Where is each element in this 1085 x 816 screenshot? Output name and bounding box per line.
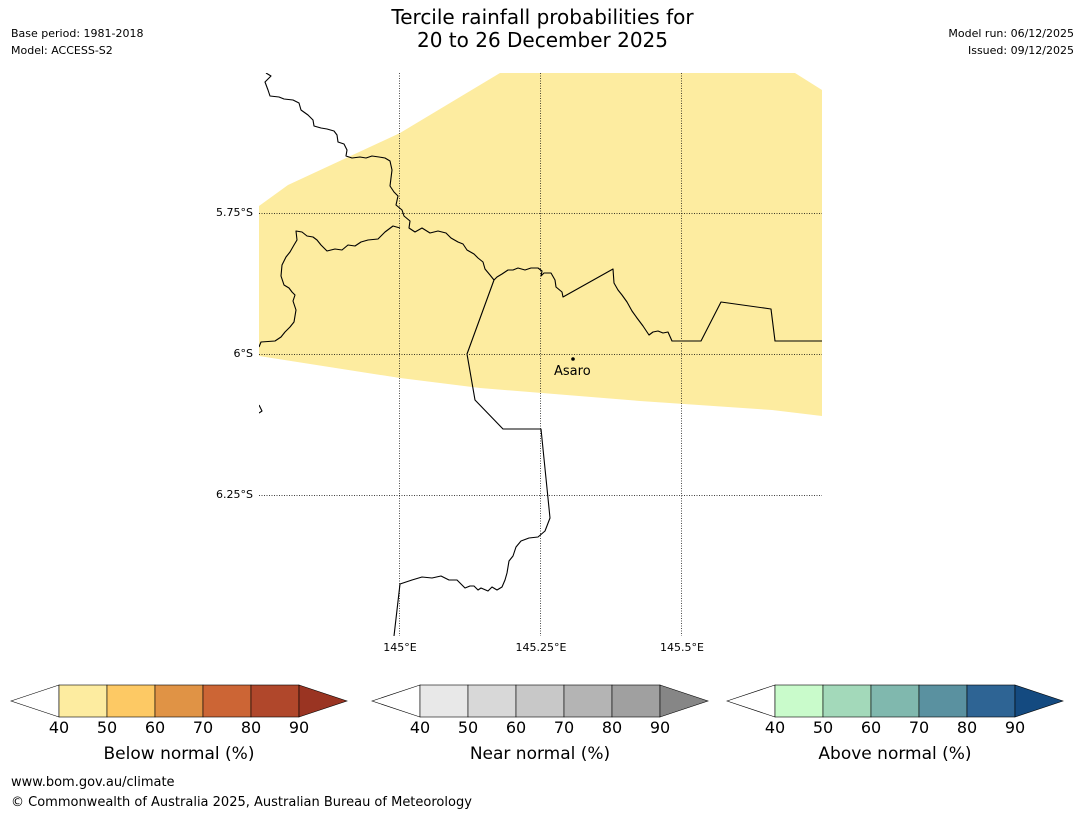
cb-near-tick: 90: [649, 718, 671, 737]
title-line-2: 20 to 26 December 2025: [416, 28, 668, 52]
cb-below-tick: 60: [144, 718, 166, 737]
lon-label-145: 145°E: [383, 641, 417, 654]
cb-below-tick: 50: [96, 718, 118, 737]
lon-label-145-5: 145.5°E: [660, 641, 704, 654]
colorbar-above-seg-4: [966, 684, 1016, 718]
colorbar-below: [10, 684, 348, 718]
meta-right: Model run: 06/12/2025 Issued: 09/12/2025: [948, 25, 1074, 59]
colorbar-below-seg-1: [106, 684, 156, 718]
lat-label-6: 6°S: [233, 347, 253, 360]
meta-left: Base period: 1981-2018 Model: ACCESS-S2: [11, 25, 143, 59]
footer-url: www.bom.gov.au/climate: [11, 775, 175, 790]
cb-below-tick: 90: [288, 718, 310, 737]
colorbar-near: [371, 684, 709, 718]
place-label-asaro: Asaro: [554, 364, 591, 379]
boundary-west: [259, 225, 401, 348]
footer-copyright: © Commonwealth of Australia 2025, Austra…: [11, 795, 472, 810]
cb-below-tick: 40: [48, 718, 70, 737]
colorbar-below-seg-2: [154, 684, 204, 718]
colorbar-below-seg-3: [202, 684, 252, 718]
title-line-1: Tercile rainfall probabilities for: [391, 5, 694, 29]
colorbar-near-seg-3: [563, 684, 613, 718]
colorbar-below-seg-0: [58, 684, 108, 718]
issued-text: Issued: 09/12/2025: [967, 44, 1074, 57]
cb-near-tick: 70: [553, 718, 575, 737]
cb-below-tick: 70: [192, 718, 214, 737]
cb-above-tick: 70: [908, 718, 930, 737]
base-period-text: Base period: 1981-2018: [11, 27, 144, 40]
cb-near-label: Near normal (%): [469, 744, 611, 764]
colorbar-near-seg-1: [467, 684, 517, 718]
cb-above-tick: 40: [764, 718, 786, 737]
colorbar-near-under-arrow: [371, 684, 421, 718]
boundary-north: [264, 73, 822, 342]
colorbar-near-seg-0: [419, 684, 469, 718]
colorbar-below-under-arrow: [10, 684, 60, 718]
boundaries: [259, 73, 822, 636]
cb-above-tick: 50: [812, 718, 834, 737]
colorbar-below-over-arrow: [298, 684, 348, 718]
cb-near-tick: 50: [457, 718, 479, 737]
colorbar-below-seg-4: [250, 684, 300, 718]
colorbar-near-seg-4: [611, 684, 661, 718]
model-run-text: Model run: 06/12/2025: [948, 27, 1074, 40]
colorbar-near-seg-2: [515, 684, 565, 718]
chart-title: Tercile rainfall probabilities for 20 to…: [0, 6, 1085, 52]
cb-above-tick: 90: [1004, 718, 1026, 737]
model-text: Model: ACCESS-S2: [11, 44, 113, 57]
cb-above-label: Above normal (%): [818, 744, 972, 764]
colorbar-above-seg-1: [822, 684, 872, 718]
asaro-marker: [571, 357, 575, 361]
cb-above-tick: 80: [956, 718, 978, 737]
colorbar-above-seg-0: [774, 684, 824, 718]
cb-above-tick: 60: [860, 718, 882, 737]
probability-fill: [259, 73, 822, 416]
cb-near-tick: 60: [505, 718, 527, 737]
colorbar-above-under-arrow: [726, 684, 776, 718]
lat-label-5-75: 5.75°S: [216, 206, 253, 219]
cb-near-tick: 40: [409, 718, 431, 737]
lon-label-145-25: 145.25°E: [515, 641, 567, 654]
colorbar-above-seg-2: [870, 684, 920, 718]
colorbar-above: [726, 684, 1064, 718]
cb-below-tick: 80: [240, 718, 262, 737]
cb-below-label: Below normal (%): [103, 744, 255, 764]
cb-near-tick: 80: [601, 718, 623, 737]
boundary-fragment: [259, 404, 263, 414]
colorbar-above-over-arrow: [1014, 684, 1064, 718]
colorbar-near-over-arrow: [659, 684, 709, 718]
boundary-south: [393, 279, 551, 636]
colorbar-above-seg-3: [918, 684, 968, 718]
lat-label-6-25: 6.25°S: [216, 488, 253, 501]
